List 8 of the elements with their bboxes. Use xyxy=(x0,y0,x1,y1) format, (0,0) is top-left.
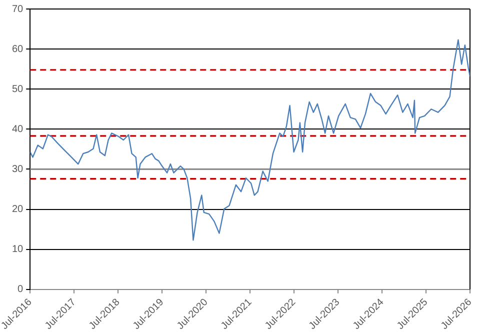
y-tick-label: 40 xyxy=(12,124,24,135)
y-tick-label: 30 xyxy=(12,164,24,175)
y-tick-label: 50 xyxy=(12,84,24,95)
y-tick-label: 20 xyxy=(12,204,24,216)
y-tick-label: 70 xyxy=(12,4,24,15)
y-tick-label: 60 xyxy=(12,44,24,55)
y-tick-label: 10 xyxy=(12,244,24,256)
y-tick-label: 0 xyxy=(18,284,24,296)
